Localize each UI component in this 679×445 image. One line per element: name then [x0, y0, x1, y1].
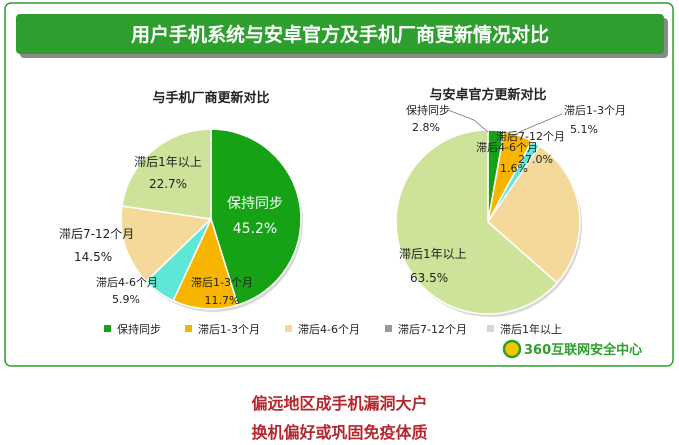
- pie-2-label-1y: 滞后1年以上: [399, 247, 467, 261]
- pie-1-slice-5: [121, 128, 212, 220]
- legend-swatch-5: [487, 325, 494, 332]
- pie-2-value-1-3: 5.1%: [570, 123, 598, 136]
- pie-1-slice-4: [120, 205, 213, 283]
- pie-chart-1: [120, 128, 303, 312]
- legend-swatch-2: [185, 325, 192, 332]
- caption-line-2: 换机偏好或巩固免疫体质: [251, 423, 428, 442]
- pie-2-slice-4: [487, 144, 581, 284]
- pie-2-label-4-6: 滞后4-6个月: [476, 141, 538, 154]
- legend-swatch-3: [285, 325, 292, 332]
- pie-2-value-sync: 2.8%: [412, 121, 440, 134]
- pie-1-value-sync: 45.2%: [233, 221, 277, 237]
- pie-1-value-1-3: 11.7%: [205, 294, 240, 307]
- chart-frame: 用户手机系统与安卓官方及手机厂商更新情况对比 与手机厂商更新对比 与安卓官方更新…: [4, 2, 674, 367]
- pie-1-value-4-6: 5.9%: [112, 293, 140, 306]
- pie-labels: 保持同步 45.2% 滞后1-3个月 11.7% 滞后4-6个月 5.9% 滞后7-12个月…: [59, 103, 626, 307]
- pie-1-label-7-12: 滞后7-12个月: [59, 227, 134, 241]
- pie-1-label-4-6: 滞后4-6个月: [96, 276, 158, 289]
- pie-2-leader-sync: [447, 109, 489, 133]
- banner: [16, 14, 664, 54]
- pie-2-value-7-12: 27.0%: [518, 153, 553, 166]
- pie-1-value-7-12: 14.5%: [74, 250, 112, 264]
- legend: 保持同步 滞后1-3个月 滞后4-6个月 滞后7-12个月 滞后1年以上: [104, 322, 562, 336]
- pie-1-title: 与手机厂商更新对比: [152, 90, 269, 106]
- legend-label-3: 滞后4-6个月: [298, 323, 360, 336]
- pie-2-value-1y: 63.5%: [410, 271, 448, 285]
- pie-1-slice-2: [172, 216, 239, 310]
- legend-swatch-1: [104, 325, 111, 332]
- caption-line-1: 偏远地区成手机漏洞大户: [251, 394, 428, 413]
- pie-1-label-sync: 保持同步: [227, 196, 283, 212]
- legend-label-4: 滞后7-12个月: [398, 323, 467, 336]
- legend-label-5: 滞后1年以上: [500, 322, 562, 336]
- legend-label-2: 滞后1-3个月: [198, 323, 260, 336]
- logo: 360互联网安全中心: [502, 339, 642, 359]
- pie-1-label-1-3: 滞后1-3个月: [191, 276, 253, 289]
- legend-label-1: 保持同步: [117, 322, 161, 336]
- legend-swatch-4: [385, 325, 392, 332]
- pie-1-label-1y: 滞后1年以上: [134, 155, 202, 169]
- pie-2-leader-1-3: [507, 113, 563, 139]
- pie-2-label-sync: 保持同步: [406, 103, 450, 117]
- pie-1-value-1y: 22.7%: [149, 177, 187, 191]
- pie-1-slice-1: [210, 128, 302, 306]
- banner-title: 用户手机系统与安卓官方及手机厂商更新情况对比: [131, 23, 549, 46]
- logo-icon: [502, 339, 522, 359]
- logo-text: 360互联网安全中心: [524, 342, 642, 358]
- pie-chart-2: [395, 129, 582, 317]
- pie-2-slice-5: [395, 129, 559, 315]
- pie-2-value-4-6: 1.6%: [500, 162, 528, 175]
- pie-2-title: 与安卓官方更新对比: [429, 87, 546, 103]
- pie-2-label-1-3: 滞后1-3个月: [564, 104, 626, 117]
- pie-2-label-7-12: 滞后7-12个月: [496, 130, 565, 143]
